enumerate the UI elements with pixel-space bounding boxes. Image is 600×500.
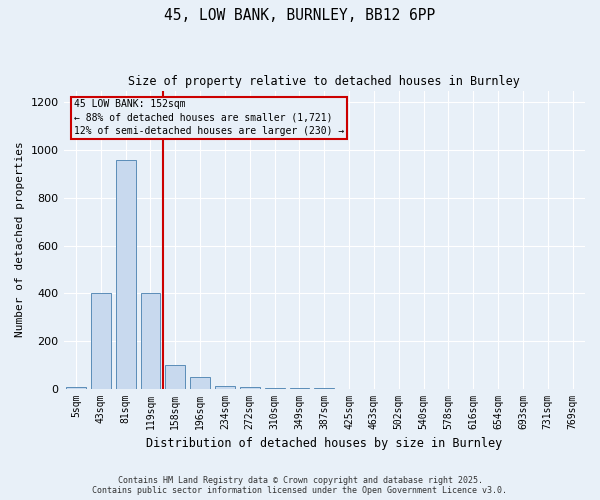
X-axis label: Distribution of detached houses by size in Burnley: Distribution of detached houses by size … — [146, 437, 502, 450]
Text: Contains HM Land Registry data © Crown copyright and database right 2025.
Contai: Contains HM Land Registry data © Crown c… — [92, 476, 508, 495]
Text: 45 LOW BANK: 152sqm
← 88% of detached houses are smaller (1,721)
12% of semi-det: 45 LOW BANK: 152sqm ← 88% of detached ho… — [74, 100, 344, 136]
Title: Size of property relative to detached houses in Burnley: Size of property relative to detached ho… — [128, 75, 520, 88]
Bar — [190, 376, 210, 388]
Bar — [215, 386, 235, 388]
Bar — [166, 364, 185, 388]
Text: 45, LOW BANK, BURNLEY, BB12 6PP: 45, LOW BANK, BURNLEY, BB12 6PP — [164, 8, 436, 22]
Bar — [140, 293, 160, 388]
Bar — [116, 160, 136, 388]
Y-axis label: Number of detached properties: Number of detached properties — [15, 142, 25, 338]
Bar — [91, 293, 111, 388]
